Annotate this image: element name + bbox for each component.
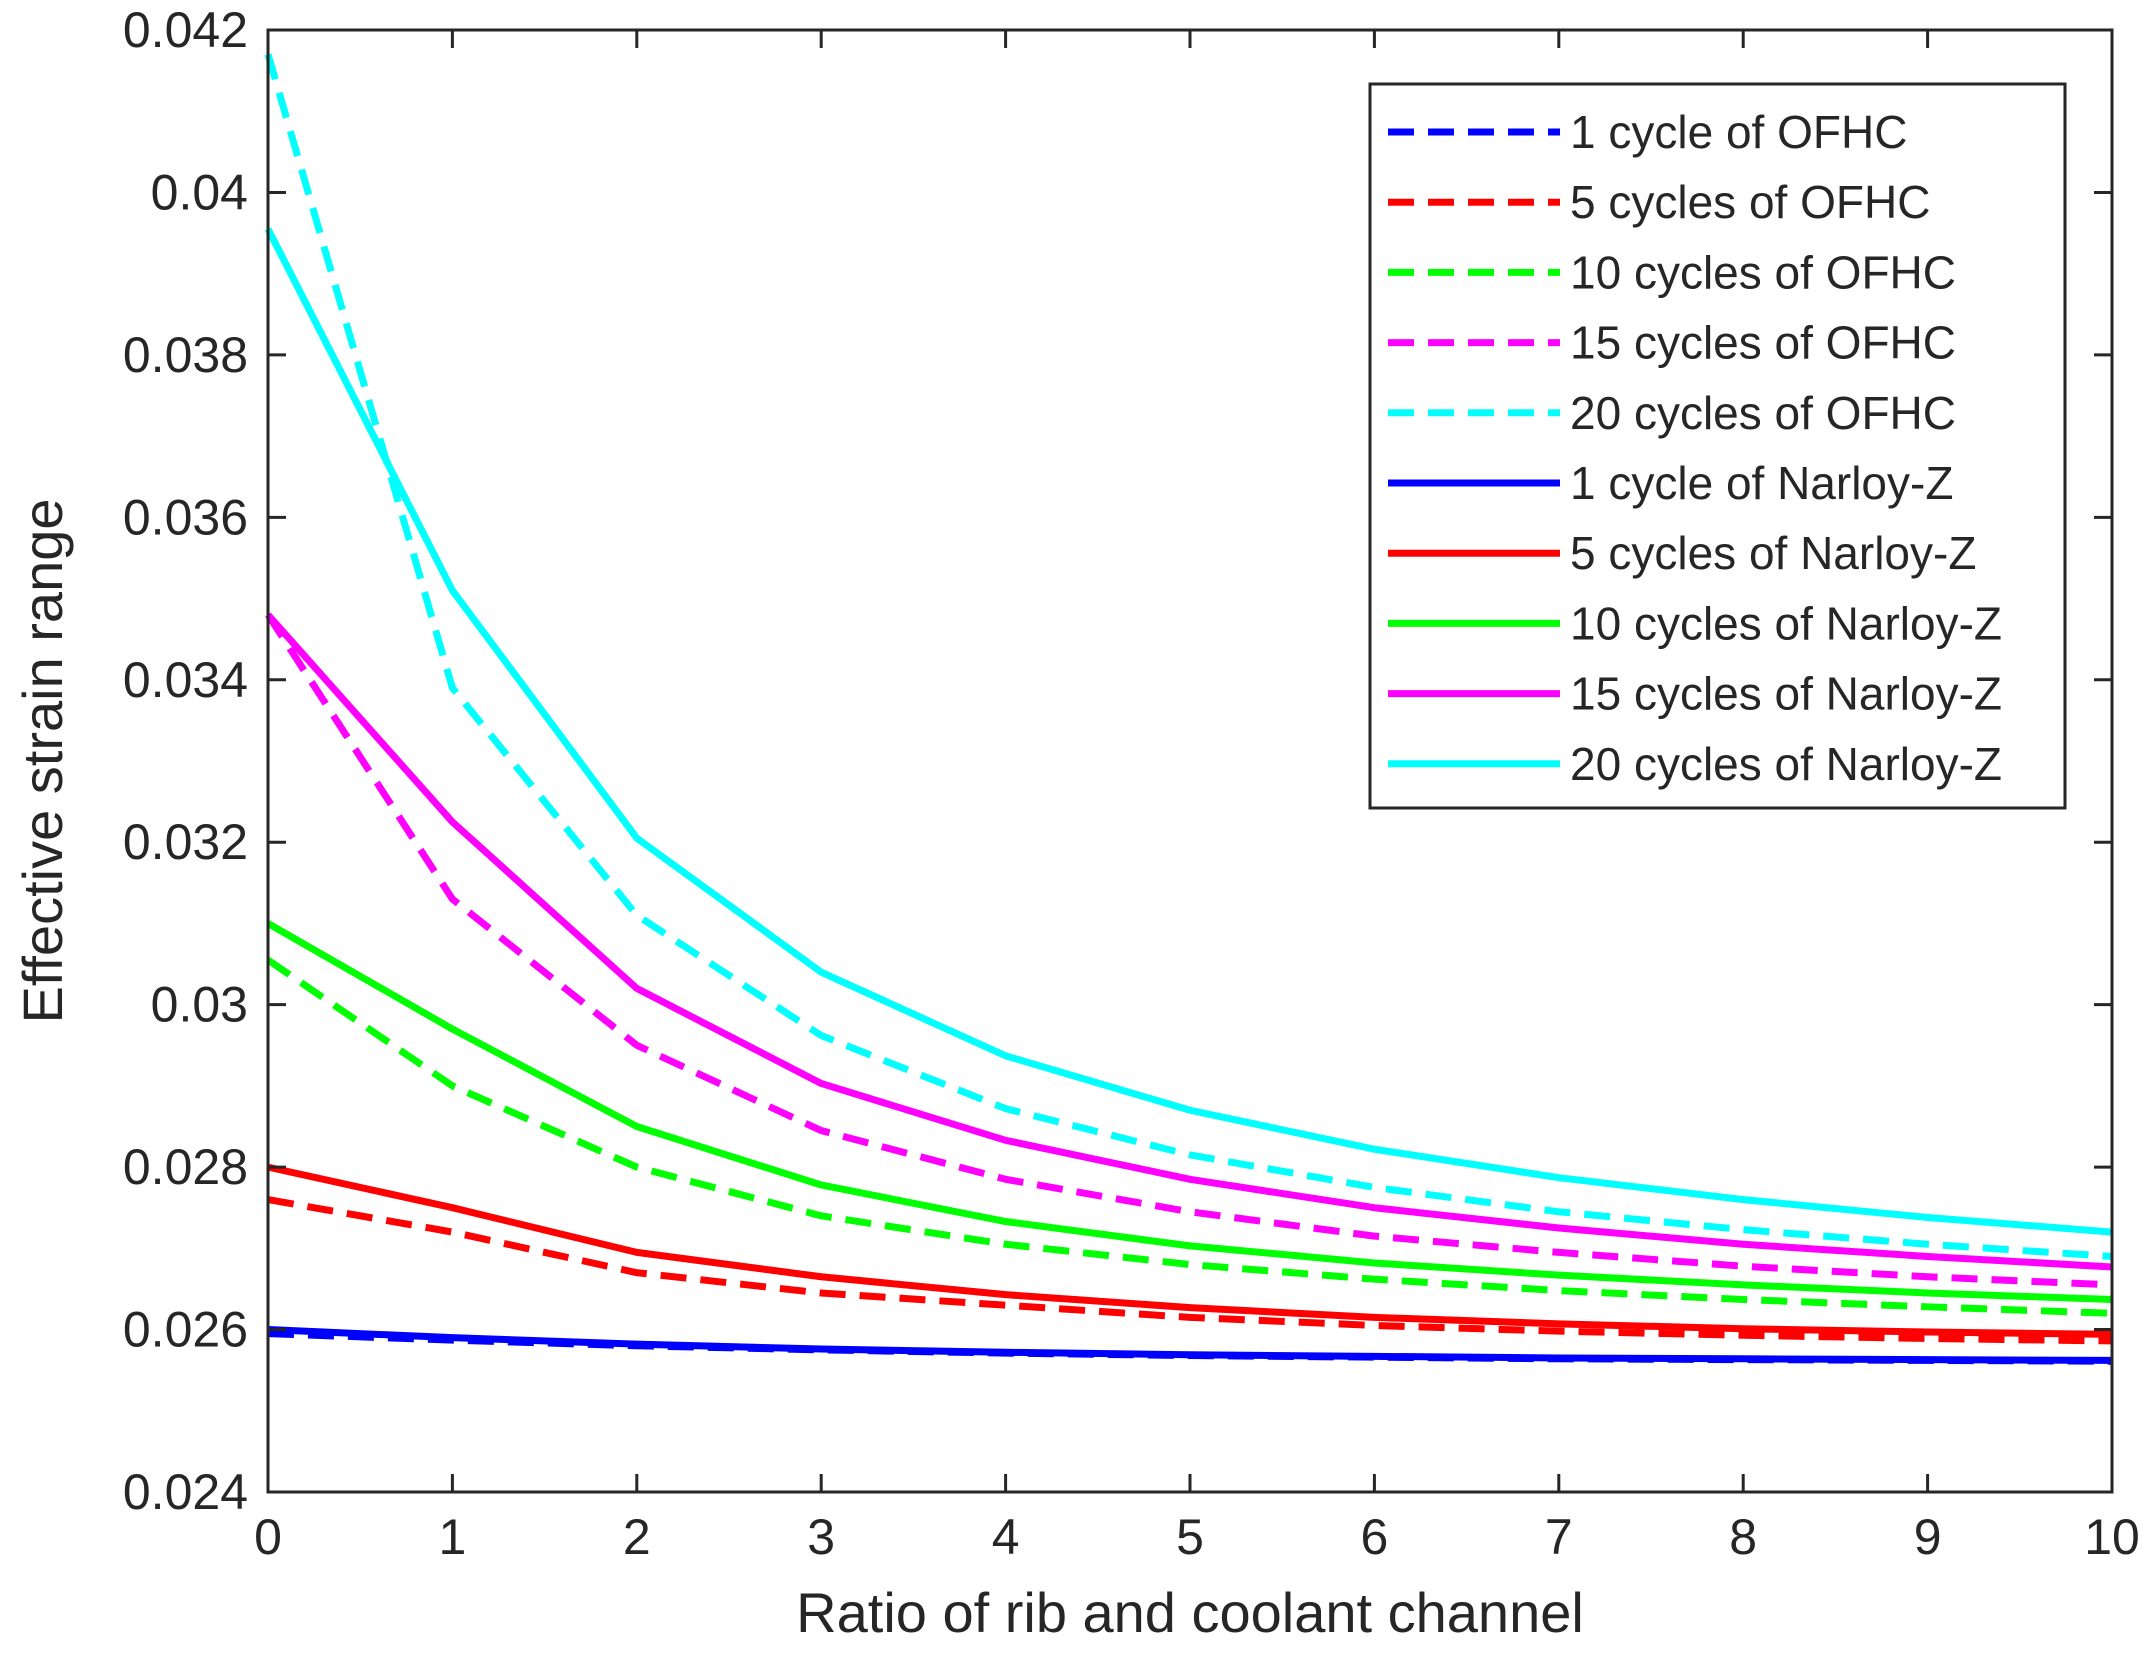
x-tick-label: 0 [254,1509,282,1565]
legend-label-8: 10 cycles of Narloy-Z [1570,597,2002,649]
y-axis-title: Effective strain range [11,498,74,1023]
x-tick-label: 6 [1360,1509,1388,1565]
x-tick-label: 1 [438,1509,466,1565]
series-line-5 [264,53,2113,1260]
legend-label-7: 5 cycles of Narloy-Z [1570,527,1976,579]
y-tick-label: 0.032 [123,814,248,870]
x-tick-label: 4 [992,1509,1020,1565]
y-tick-label: 0.03 [151,977,248,1033]
y-tick-label: 0.042 [123,2,248,58]
legend-label-3: 10 cycles of OFHC [1570,246,1956,298]
legend-label-4: 15 cycles of OFHC [1570,317,1956,369]
legend-label-5: 20 cycles of OFHC [1570,387,1956,439]
y-tick-label: 0.026 [123,1302,248,1358]
legend-label-10: 20 cycles of Narloy-Z [1570,738,2002,790]
y-tick-label: 0.024 [123,1464,248,1520]
legend-label-2: 5 cycles of OFHC [1570,176,1930,228]
legend-label-6: 1 cycle of Narloy-Z [1570,457,1953,509]
x-tick-label: 7 [1545,1509,1573,1565]
series-layer [264,53,2113,1365]
x-tick-label: 8 [1729,1509,1757,1565]
series-line-4 [265,612,2113,1289]
x-tick-label: 10 [2084,1509,2140,1565]
x-tick-label: 5 [1176,1509,1204,1565]
y-tick-label: 0.038 [123,327,248,383]
series-line-8 [266,920,2113,1304]
series-line-7 [267,1163,2113,1338]
legend-label-1: 1 cycle of OFHC [1570,106,1907,158]
series-line-2 [267,1196,2113,1345]
y-tick-label: 0.034 [123,652,248,708]
y-tick-label: 0.028 [123,1139,248,1195]
x-axis-title: Ratio of rib and coolant channel [796,1581,1584,1644]
series-line-10 [264,227,2113,1236]
x-tick-label: 2 [623,1509,651,1565]
x-tick-label: 9 [1914,1509,1942,1565]
x-tick-label: 3 [807,1509,835,1565]
legend: 1 cycle of OFHC 5 cycles of OFHC 10 cycles… [1368,82,2067,810]
series-line-6 [267,1326,2113,1364]
series-line-3 [266,957,2113,1317]
axis-ticks [266,28,2114,1494]
y-tick-label: 0.036 [123,489,248,545]
x-axis-tick-labels: 0 1 2 3 4 5 6 7 8 9 10 [254,1509,2140,1565]
series-line-9 [265,612,2113,1271]
legend-label-9: 15 cycles of Narloy-Z [1570,668,2002,720]
y-axis-tick-labels: 0.024 0.026 0.028 0.03 0.032 0.034 0.036 0.038 0… [123,2,248,1520]
y-tick-label: 0.04 [151,164,248,220]
